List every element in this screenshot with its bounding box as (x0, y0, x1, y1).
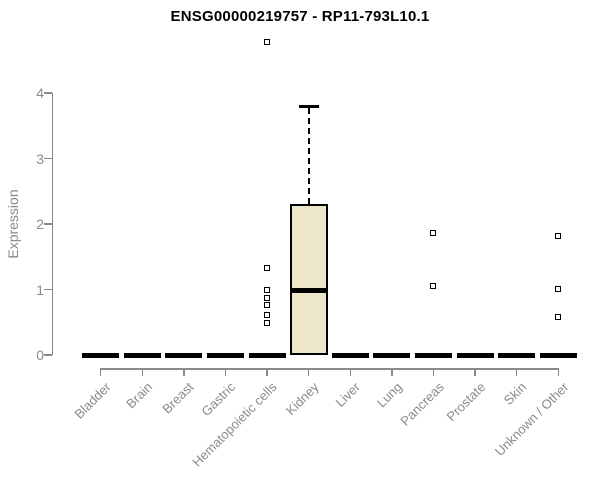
x-tick-label: Brain (123, 379, 156, 412)
y-axis-tick (43, 354, 52, 356)
y-tick-label: 0 (36, 347, 44, 363)
outlier-point (263, 264, 270, 271)
outlier-point (430, 230, 436, 237)
y-axis-tick (43, 223, 52, 225)
x-axis-tick (99, 368, 102, 376)
median-line (289, 287, 328, 293)
y-tick-label: 3 (36, 150, 44, 167)
x-tick-label: Lung (373, 379, 405, 411)
y-axis-tick (43, 288, 52, 291)
x-axis-tick (557, 368, 560, 376)
collapsed-box (498, 352, 536, 358)
outlier-point (554, 314, 561, 320)
x-axis-tick (141, 368, 144, 376)
collapsed-box (248, 352, 286, 358)
x-tick-label: Breast (159, 379, 197, 417)
chart-title: ENSG00000219757 - RP11-793L10.1 (170, 8, 430, 25)
x-axis-tick (349, 368, 352, 376)
x-tick-label: Gastric (198, 379, 239, 420)
collapsed-box (82, 352, 120, 358)
x-axis-tick (515, 368, 518, 376)
whisker-line (307, 108, 310, 204)
outlier-point (263, 38, 270, 45)
y-tick-label: 4 (36, 85, 44, 101)
x-axis-tick (432, 368, 435, 376)
box (289, 203, 328, 355)
collapsed-box (123, 352, 161, 358)
outlier-point (263, 312, 270, 319)
collapsed-box (539, 352, 577, 358)
x-axis-tick (474, 368, 476, 376)
outlier-point (554, 232, 561, 239)
collapsed-box (373, 352, 411, 358)
x-axis-tick (266, 368, 268, 376)
collapsed-box (456, 352, 494, 358)
collapsed-box (207, 352, 244, 358)
x-tick-label: Pancreas (396, 379, 447, 429)
y-axis-tick (43, 157, 52, 160)
x-tick-label: Liver (332, 379, 364, 410)
x-tick-label: Kidney (282, 379, 322, 419)
outlier-point (263, 302, 270, 309)
x-axis-line (100, 368, 559, 370)
x-axis-tick (307, 368, 310, 376)
x-axis-tick (391, 368, 393, 376)
collapsed-box (415, 352, 452, 358)
collapsed-box (331, 352, 369, 358)
x-axis-tick (183, 368, 185, 376)
x-tick-label: Skin (501, 379, 530, 408)
x-tick-label: Hematopoietic cells (189, 379, 281, 470)
whisker-cap (298, 105, 319, 108)
outlier-point (263, 295, 270, 301)
y-tick-label: 2 (36, 216, 44, 232)
outlier-point (430, 283, 436, 290)
y-axis-line (51, 93, 53, 355)
outlier-point (554, 285, 561, 292)
x-tick-label: Prostate (443, 379, 489, 425)
x-tick-label: Bladder (71, 379, 114, 422)
outlier-point (263, 287, 270, 294)
x-axis-tick (224, 368, 227, 376)
y-axis-tick (43, 92, 52, 94)
y-tick-label: 1 (36, 281, 44, 298)
outlier-point (263, 319, 270, 326)
collapsed-box (165, 352, 203, 358)
